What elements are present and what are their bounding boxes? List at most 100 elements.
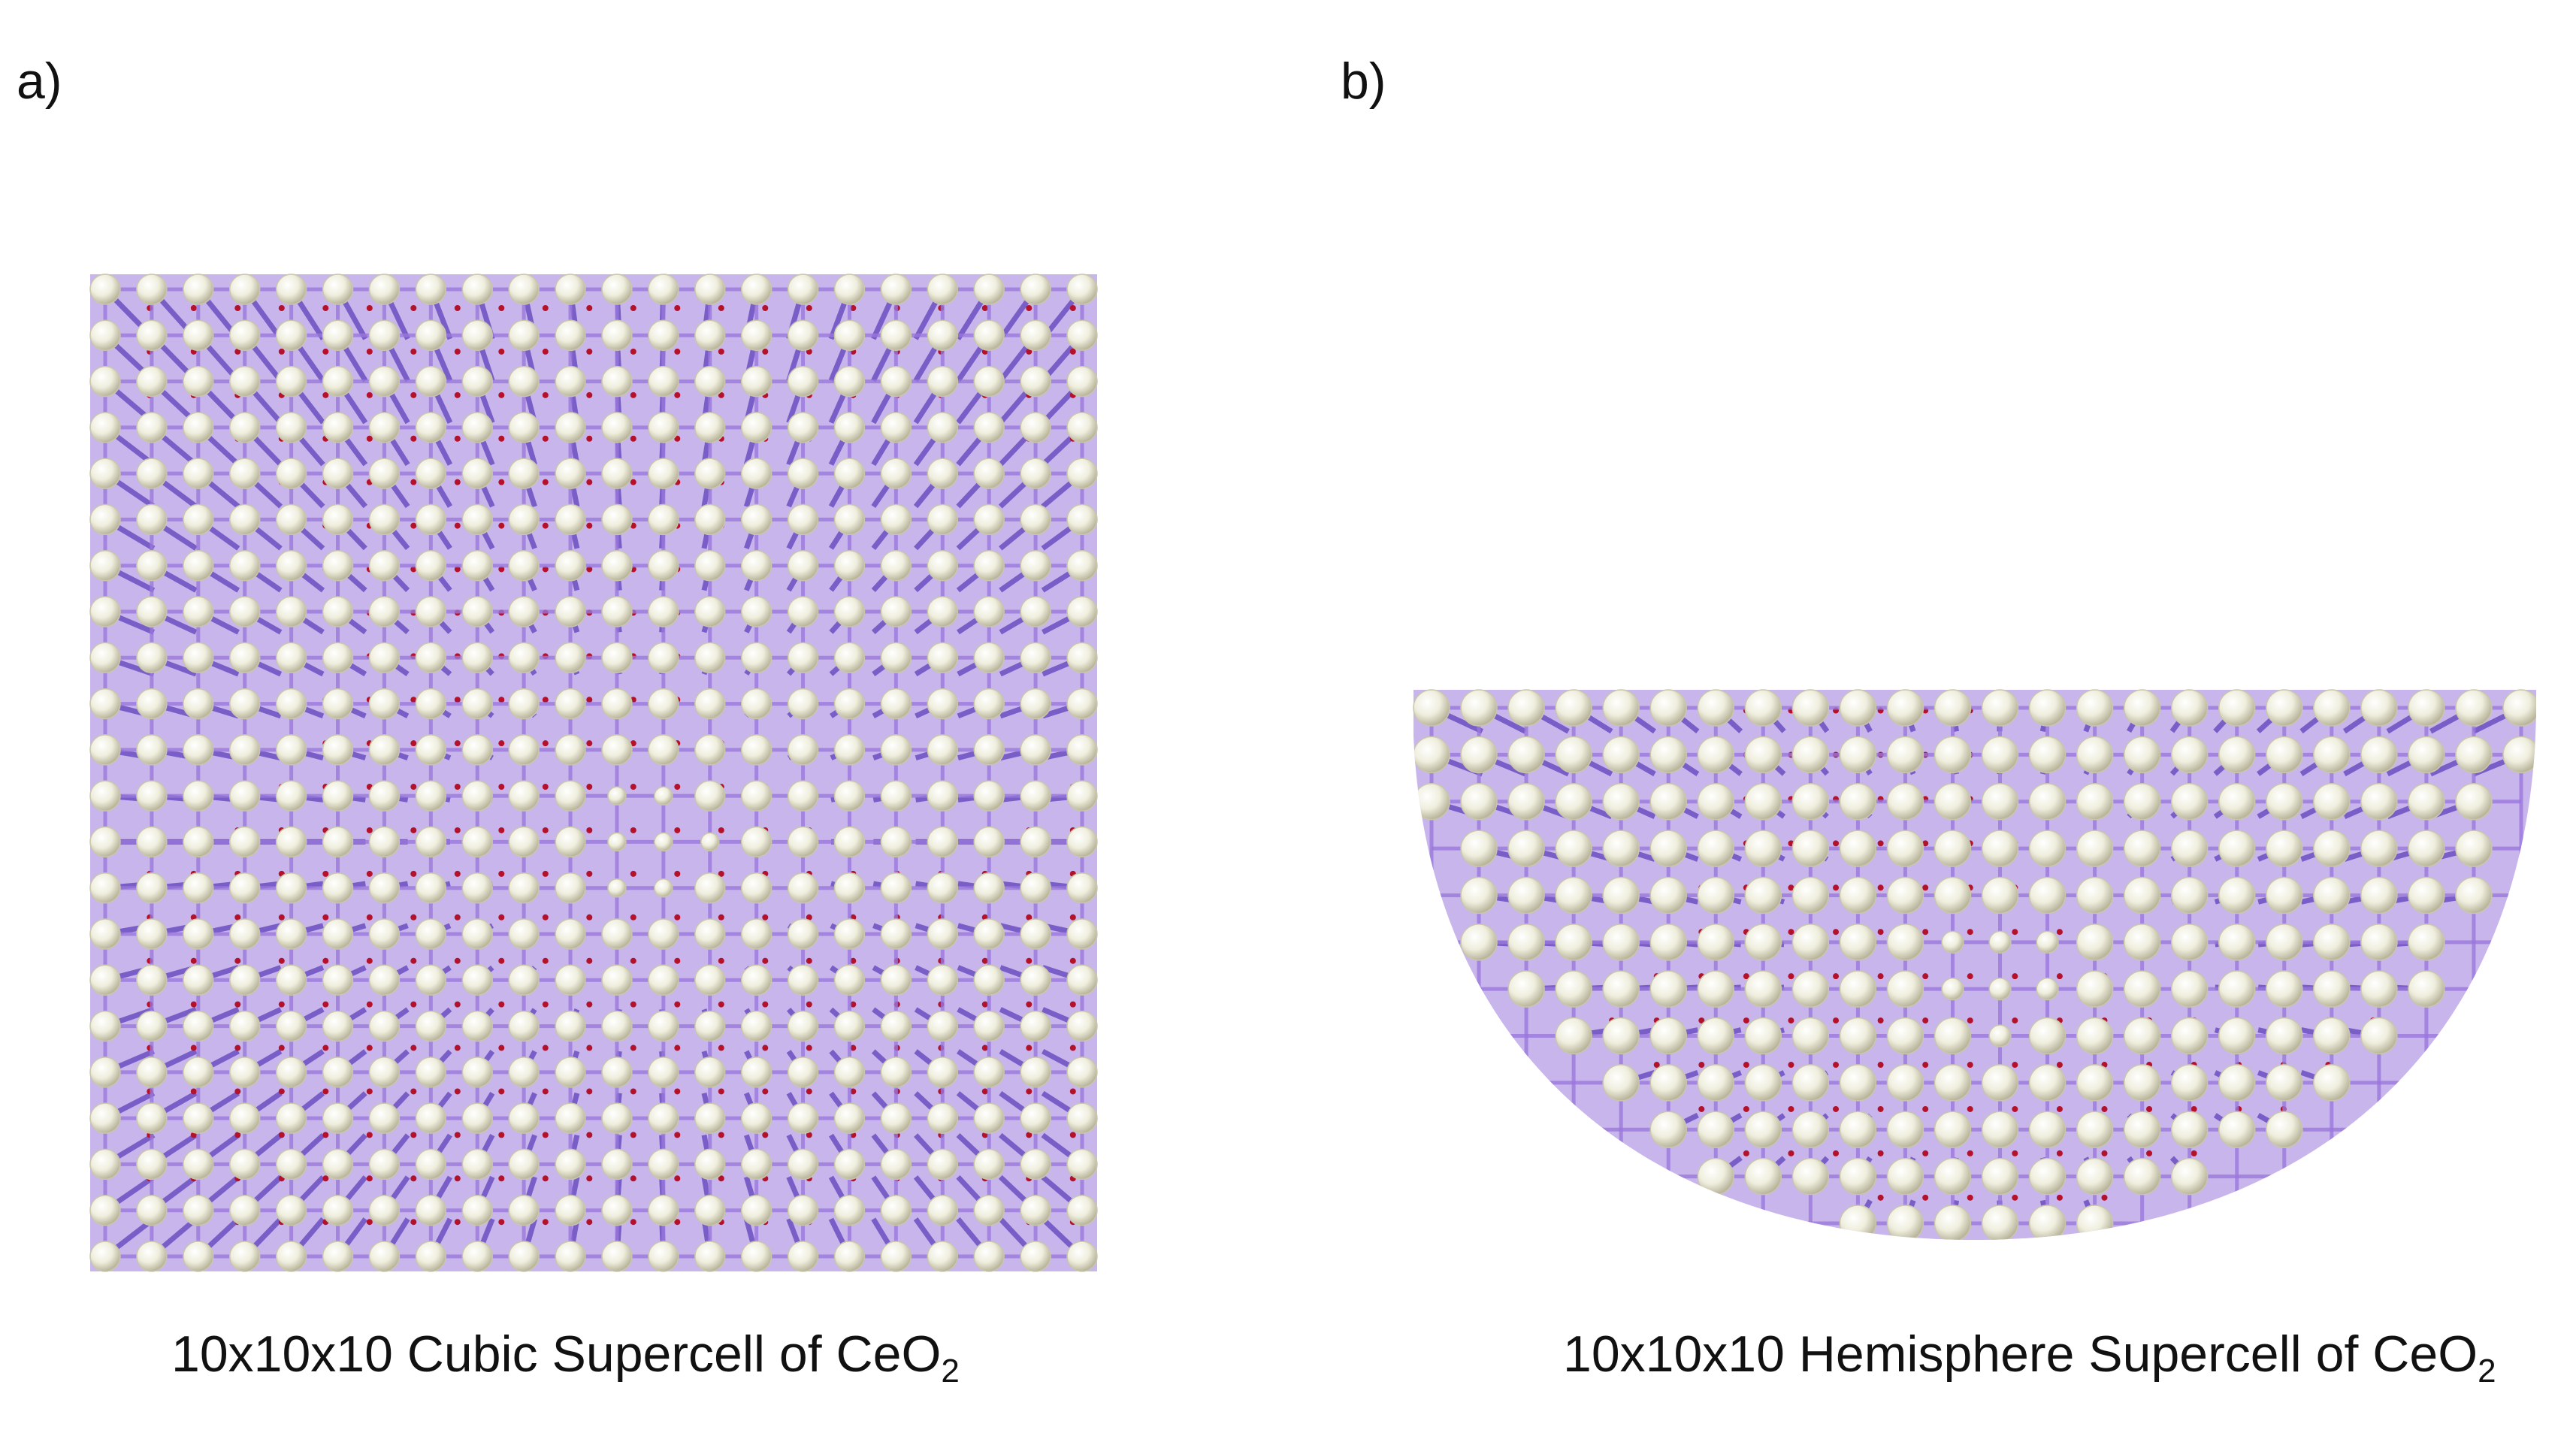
oxygen-atom	[1967, 1017, 1973, 1024]
cerium-atom	[1934, 689, 1972, 727]
cerium-atom	[1981, 1111, 2019, 1149]
cerium-atom	[368, 549, 401, 582]
oxygen-atom	[542, 435, 549, 442]
cerium-atom	[1839, 782, 1877, 821]
cerium-atom	[2313, 1017, 2351, 1055]
oxygen-atom	[981, 957, 988, 964]
oxygen-atom	[322, 1132, 329, 1138]
cerium-atom	[1066, 964, 1098, 996]
cerium-atom	[275, 1010, 307, 1042]
cerium-atom	[648, 964, 679, 996]
cerium-atom	[1981, 1157, 2019, 1196]
oxygen-atom	[1026, 914, 1033, 921]
cerium-atom	[927, 1241, 959, 1272]
cerium-atom	[787, 319, 819, 352]
cerium-atom	[1791, 924, 1830, 961]
oxygen-atom	[1743, 1062, 1749, 1069]
cerium-atom	[1934, 1205, 1972, 1240]
cerium-atom	[508, 688, 540, 720]
cerium-atom	[555, 503, 586, 536]
oxygen-atom	[981, 1001, 988, 1008]
cerium-atom	[1649, 736, 1687, 774]
cerium-atom	[89, 1057, 121, 1088]
cerium-atom	[2360, 830, 2398, 867]
oxygen-atom	[762, 304, 769, 311]
cerium-atom	[136, 596, 168, 627]
cerium-atom	[89, 780, 121, 812]
oxygen-atom	[498, 348, 505, 355]
cerium-atom	[694, 918, 726, 950]
cerium-atom	[275, 503, 307, 536]
oxygen-atom	[410, 435, 417, 442]
cerium-atom	[89, 458, 121, 489]
cerium-atom	[183, 918, 214, 950]
cerium-atom	[2266, 736, 2303, 774]
cerium-atom	[555, 458, 586, 489]
cerium-atom	[1934, 1017, 1972, 1055]
oxygen-atom	[542, 522, 549, 529]
oxygen-atom	[586, 304, 593, 311]
cerium-atom	[508, 642, 540, 674]
cerium-atom	[880, 596, 912, 627]
cerium-atom	[555, 1148, 586, 1180]
cerium-atom	[368, 274, 401, 305]
oxygen-atom	[718, 391, 724, 398]
oxygen-atom	[454, 1044, 461, 1051]
oxygen-atom	[2012, 929, 2018, 936]
caption-cubic-subscript: 2	[941, 1353, 960, 1389]
cerium-atom	[1697, 689, 1735, 727]
cerium-atom	[322, 1148, 354, 1180]
cerium-atom	[648, 734, 679, 766]
cerium-atom	[973, 642, 1005, 674]
cerium-atom	[508, 274, 540, 305]
oxygen-atom	[498, 1175, 505, 1182]
cerium-atom	[1066, 319, 1098, 352]
oxygen-atom	[2101, 1150, 2108, 1156]
cerium-atom	[89, 1148, 121, 1180]
cerium-atom	[1981, 782, 2019, 821]
cerium-atom	[1934, 736, 1972, 774]
cerium-atom	[508, 1241, 540, 1272]
cerium-atom	[461, 1241, 493, 1272]
cerium-atom	[1507, 830, 1545, 867]
cerium-atom	[322, 365, 354, 398]
cerium-atom	[508, 964, 540, 996]
cerium-atom	[648, 549, 679, 582]
cerium-atom	[1886, 830, 1924, 867]
cerium-atom	[694, 1148, 726, 1180]
cerium-atom	[1066, 1241, 1098, 1272]
oxygen-atom	[674, 391, 681, 398]
cerium-atom	[1791, 689, 1830, 727]
cerium-atom	[461, 274, 493, 305]
caption-hemisphere-text: 10x10x10 Hemisphere Supercell of CeO	[1563, 1326, 2478, 1383]
cerium-atom	[415, 319, 447, 352]
cerium-atom	[880, 1194, 912, 1226]
cerium-atom	[694, 412, 726, 443]
oxygen-atom	[981, 1044, 988, 1051]
cerium-atom	[2455, 830, 2493, 867]
cerium-atom	[1886, 782, 1924, 821]
cerium-atom	[368, 503, 401, 536]
cerium-atom	[275, 365, 307, 398]
cerium-atom	[415, 964, 447, 996]
oxygen-atom	[586, 435, 593, 442]
cerium-atom	[973, 918, 1005, 950]
oxygen-atom	[718, 914, 724, 921]
cerium-atom	[89, 503, 121, 536]
cerium-atom	[654, 832, 673, 852]
oxygen-atom	[410, 827, 417, 833]
oxygen-atom	[586, 1175, 593, 1182]
cerium-atom	[136, 872, 168, 904]
oxygen-atom	[674, 1219, 681, 1226]
cerium-atom	[648, 918, 679, 950]
cerium-atom	[787, 642, 819, 674]
cerium-atom	[648, 1148, 679, 1180]
oxygen-atom	[278, 914, 285, 921]
cerium-atom	[787, 549, 819, 582]
cerium-atom	[694, 319, 726, 352]
cerium-atom	[1460, 736, 1498, 774]
cerium-atom	[2313, 689, 2351, 727]
cerium-atom	[322, 1194, 354, 1226]
oxygen-atom	[2056, 929, 2063, 936]
cerium-atom	[973, 964, 1005, 996]
